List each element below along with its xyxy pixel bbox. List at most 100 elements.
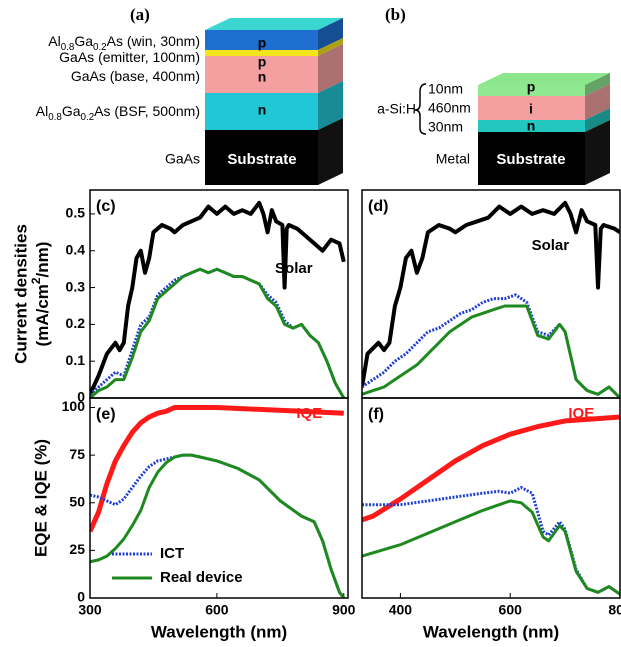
panel-label: (a) bbox=[130, 5, 150, 24]
x-axis-label: Wavelength (nm) bbox=[423, 622, 559, 641]
block-top bbox=[478, 73, 610, 85]
label-part: 0.8 bbox=[48, 112, 62, 123]
label-part: (mA/cm bbox=[33, 284, 52, 346]
substrate-label: Substrate bbox=[227, 151, 296, 168]
label: Al0.8Ga0.2As (BSF, 500nm) bbox=[36, 103, 200, 123]
layer bbox=[205, 50, 318, 56]
y-axis-label: Current densities bbox=[11, 224, 30, 364]
panel-label: (f) bbox=[368, 406, 384, 423]
series-line bbox=[90, 267, 346, 398]
label-part: Ga bbox=[74, 33, 93, 49]
y-tick-label: 0 bbox=[77, 589, 85, 605]
layer-side bbox=[585, 73, 610, 96]
label: GaAs (base, 400nm) bbox=[71, 68, 200, 84]
doping-label: p bbox=[258, 35, 267, 51]
y-tick-label: 0.1 bbox=[66, 352, 86, 368]
y-axis-label: (mA/cm2/nm) bbox=[29, 242, 52, 347]
label-part: As (win, 30nm) bbox=[107, 33, 200, 49]
block-top bbox=[205, 18, 343, 30]
layer bbox=[205, 30, 318, 50]
brace bbox=[414, 83, 427, 135]
doping-label: i bbox=[529, 101, 533, 117]
layer bbox=[205, 130, 318, 185]
doping-label: n bbox=[258, 69, 267, 85]
series-line bbox=[362, 304, 620, 398]
series-line bbox=[90, 200, 346, 396]
legend-label: ICT bbox=[160, 545, 184, 562]
label-part: Al bbox=[36, 103, 48, 119]
y-tick-label: 25 bbox=[69, 541, 85, 557]
label-part: As (BSF, 500nm) bbox=[94, 103, 200, 119]
layer bbox=[205, 93, 318, 130]
label-part: GaAs (base, 400nm) bbox=[71, 68, 200, 84]
layer-side bbox=[318, 118, 343, 185]
label-part: Al bbox=[48, 33, 60, 49]
x-tick-label: 800 bbox=[608, 602, 621, 618]
panel-label: (b) bbox=[385, 5, 406, 24]
x-tick-label: 300 bbox=[78, 602, 102, 618]
y-tick-label: 100 bbox=[62, 398, 86, 414]
series-line bbox=[362, 499, 620, 596]
label-part: GaAs (emitter, 100nm) bbox=[59, 49, 200, 65]
x-tick-label: 400 bbox=[389, 602, 413, 618]
thickness-label: 10nm bbox=[428, 81, 463, 97]
layer-side bbox=[585, 120, 610, 185]
layer bbox=[478, 120, 585, 132]
x-tick-label: 600 bbox=[205, 602, 229, 618]
substrate-material: Metal bbox=[436, 151, 470, 167]
plot-frame bbox=[361, 397, 621, 599]
y-axis-label: EQE & IQE (%) bbox=[31, 439, 50, 557]
layer bbox=[205, 56, 318, 93]
annotation: IQE bbox=[296, 405, 322, 422]
x-axis-label: Wavelength (nm) bbox=[151, 622, 287, 641]
y-tick-label: 0.4 bbox=[66, 241, 86, 257]
doping-label: n bbox=[258, 102, 267, 118]
layer bbox=[478, 85, 585, 96]
label-part: 0.8 bbox=[61, 42, 75, 53]
label: GaAs (emitter, 100nm) bbox=[59, 49, 200, 65]
layer-side bbox=[318, 38, 343, 56]
y-tick-label: 75 bbox=[69, 446, 85, 462]
layer bbox=[478, 96, 585, 120]
doping-label: p bbox=[527, 79, 536, 95]
y-tick-label: 0.2 bbox=[66, 315, 86, 331]
material-label: a-Si:H bbox=[377, 101, 416, 117]
doping-label: p bbox=[258, 54, 267, 70]
layer bbox=[478, 132, 585, 185]
annotation: Solar bbox=[275, 260, 313, 277]
label-part: Ga bbox=[62, 103, 81, 119]
series-line bbox=[362, 200, 620, 388]
label-part: /nm) bbox=[33, 242, 52, 278]
legend-label: Real device bbox=[160, 569, 243, 586]
layer-side bbox=[318, 81, 343, 130]
series-line bbox=[90, 405, 344, 533]
label-part: 2 bbox=[29, 277, 43, 284]
series-line bbox=[90, 267, 346, 398]
panel-label: (c) bbox=[96, 198, 116, 215]
plot-frame bbox=[89, 397, 349, 599]
series-line bbox=[90, 453, 345, 598]
panel-label: (d) bbox=[368, 198, 388, 215]
panel-label: (e) bbox=[96, 406, 116, 423]
doping-label: n bbox=[527, 118, 536, 134]
label: Al0.8Ga0.2As (win, 30nm) bbox=[48, 33, 200, 53]
label-part: 0.2 bbox=[93, 42, 107, 53]
annotation: Solar bbox=[532, 237, 570, 254]
layer-side bbox=[585, 108, 610, 132]
annotation: IQE bbox=[568, 405, 594, 422]
substrate-label: Substrate bbox=[496, 151, 565, 168]
x-tick-label: 900 bbox=[332, 602, 356, 618]
substrate-material: GaAs bbox=[165, 151, 200, 167]
layer-side bbox=[318, 44, 343, 93]
plot-frame bbox=[361, 189, 621, 399]
y-tick-label: 0.5 bbox=[66, 205, 86, 221]
x-tick-label: 600 bbox=[499, 602, 523, 618]
thickness-label: 460nm bbox=[428, 100, 471, 116]
label-part: 0.2 bbox=[81, 112, 95, 123]
thickness-label: 30nm bbox=[428, 119, 463, 135]
y-tick-label: 50 bbox=[69, 493, 85, 509]
y-tick-label: 0 bbox=[77, 389, 85, 405]
layer-side bbox=[318, 18, 343, 50]
y-tick-label: 0.3 bbox=[66, 278, 86, 294]
